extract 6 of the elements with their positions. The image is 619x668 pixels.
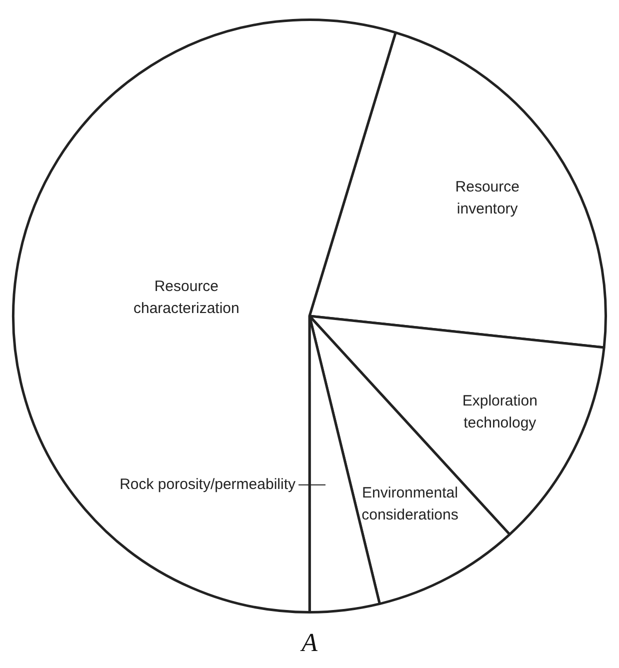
slice-label: Resource inventory xyxy=(455,178,520,218)
slice-label: Environmental considerations xyxy=(362,484,458,524)
legend-label: Rock porosity/permeability xyxy=(120,476,296,494)
slice-label: Resource characterization xyxy=(133,278,240,317)
text: A xyxy=(300,628,318,657)
slice-label: Exploration technology xyxy=(462,392,538,432)
